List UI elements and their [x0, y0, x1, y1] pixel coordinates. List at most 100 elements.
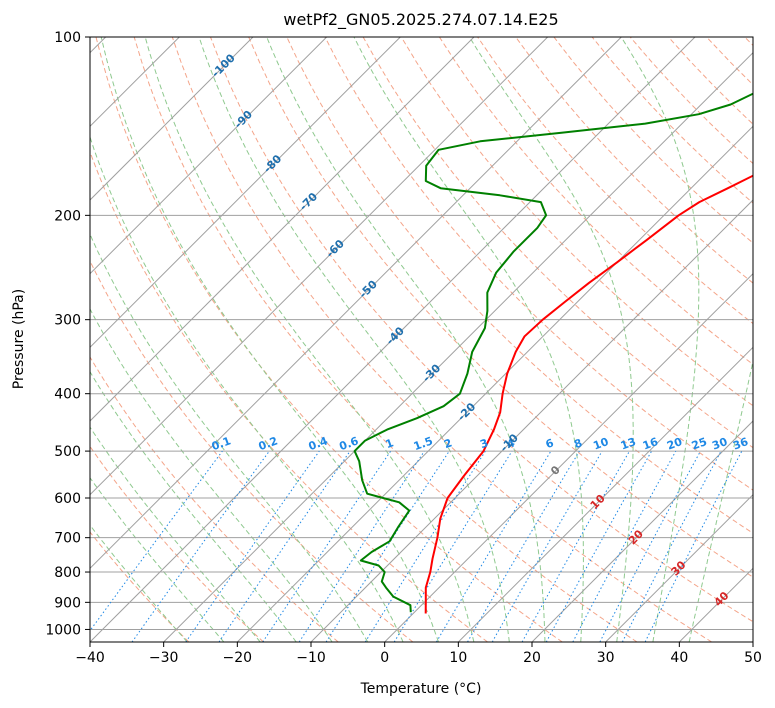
dry-adiabat-line: [515, 37, 753, 284]
isotherm-line: [752, 641, 753, 642]
mixing-ratio-label: 30: [710, 435, 729, 453]
moist-adiabat-line: [90, 524, 188, 642]
x-tick-label: 40: [670, 650, 688, 666]
isotherm-line: [90, 37, 549, 496]
y-tick-label: 300: [54, 313, 81, 329]
isotherm-label: -50: [357, 277, 380, 300]
mixing-ratio-label: 4: [505, 436, 517, 451]
temperature-line: [424, 174, 753, 614]
y-axis-label: Pressure (hPa): [11, 289, 27, 389]
mixing-ratio-line: [262, 450, 392, 642]
isotherm-label: -20: [455, 400, 478, 423]
dry-adiabat-line: [171, 37, 712, 642]
mixing-ratio-line: [644, 450, 743, 642]
isotherm-line: [90, 37, 254, 201]
dry-adiabat-line: [438, 37, 753, 366]
moist-adiabat-line: [688, 358, 753, 642]
x-tick-label: −20: [223, 650, 253, 666]
mixing-ratio-label: 0.6: [338, 434, 361, 453]
isoline-labels: 0.1 0.2 0.4 0.6 1 1.5 2 3 4 6 8 10 13 16 20 25 30 36-100-…: [209, 51, 750, 609]
y-tick-label: 1000: [45, 622, 81, 638]
isotherm-line: [90, 37, 401, 349]
mixing-ratio-line: [325, 450, 450, 642]
mixing-ratio-line: [185, 450, 320, 642]
moist-adiabat-line: [90, 426, 261, 642]
isotherm-line: [605, 493, 753, 642]
dry-adiabat-line: [95, 37, 563, 642]
mixing-ratio-label: 2: [442, 436, 454, 451]
y-tick-label: 700: [54, 531, 81, 547]
mixing-ratio-label: 1: [384, 436, 396, 451]
chart-title: wetPf2_GN05.2025.274.07.14.E25: [283, 10, 558, 30]
isotherm-line: [531, 420, 753, 642]
mixing-ratio-line: [90, 450, 223, 632]
mixing-ratio-line: [298, 450, 425, 642]
x-tick-label: −10: [296, 650, 326, 666]
dry-adiabat-line: [324, 37, 753, 491]
isotherm-line: [310, 199, 753, 642]
dry-adiabat-line: [668, 37, 753, 125]
mixing-ratio-line: [435, 450, 552, 642]
x-tick-label: 30: [597, 650, 615, 666]
profile-lines: [353, 92, 753, 614]
mixing-ratio-label: 10: [591, 435, 610, 453]
dry-adiabat-line: [90, 150, 488, 642]
mixing-ratio-label: 8: [572, 436, 584, 451]
dry-adiabat-line: [248, 37, 753, 578]
dry-adiabat-line: [90, 445, 264, 642]
isotherm-label: -80: [261, 152, 284, 175]
x-tick-label: 20: [523, 650, 541, 666]
plot-frame: [89, 36, 754, 643]
moist-adiabat-line: [90, 308, 333, 642]
y-tick-label: 500: [54, 444, 81, 460]
isotherm-line: [163, 51, 753, 642]
mixing-ratio-line: [599, 450, 701, 642]
x-tick-label: −30: [149, 650, 179, 666]
x-tick-label: 0: [380, 650, 389, 666]
mixing-ratio-label: 0.4: [307, 434, 330, 453]
x-tick-label: −40: [75, 650, 105, 666]
dry-adiabat-line: [90, 259, 414, 642]
isotherm-line: [90, 37, 475, 422]
mixing-ratio-line: [572, 450, 677, 642]
dry-adiabat-line: [400, 37, 753, 407]
axes: −40 −30 −20 −10 0 10 20 30 40 5010020030040050060…: [45, 30, 762, 666]
dry-adiabat-line: [210, 37, 753, 623]
dry-adiabat-line: [90, 531, 190, 642]
mixing-ratio-line: [393, 450, 513, 642]
isotherm-line: [90, 37, 696, 642]
mixing-ratio-line: [131, 450, 270, 642]
isotherm-line: [457, 346, 753, 642]
x-tick-label: 10: [449, 650, 467, 666]
mixing-ratio-label: 0.2: [257, 434, 280, 453]
dry-adiabat-line: [133, 37, 638, 642]
mixing-ratio-label: 25: [690, 435, 709, 452]
dry-adiabat-line: [706, 37, 753, 86]
dry-adiabat-line: [362, 37, 753, 449]
isotherm-line: [678, 567, 753, 642]
isotherm-line: [384, 272, 753, 642]
isotherm-line: [236, 125, 753, 642]
x-tick-label: 50: [744, 650, 762, 666]
moist-adiabat-line: [144, 37, 475, 642]
y-tick-label: 600: [54, 491, 81, 507]
moist-adiabat-line: [266, 37, 546, 642]
dry-adiabat-line: [90, 356, 339, 642]
mixing-ratio-label: 1.5: [412, 434, 435, 453]
mixing-ratio-line: [545, 450, 653, 642]
mixing-ratio-label: 3: [478, 436, 490, 451]
mixing-ratio-label: 20: [665, 435, 684, 453]
dry-adiabat-line: [553, 37, 753, 244]
mixing-ratio-label: 6: [544, 436, 556, 451]
mixing-ratio-line: [521, 450, 630, 642]
moist-adiabat-line: [90, 476, 225, 642]
moist-adiabat-line: [90, 232, 369, 642]
dewpoint-line: [353, 92, 753, 613]
y-tick-label: 800: [54, 565, 81, 581]
mixing-ratio-label: 13: [619, 435, 638, 452]
background-lines: [90, 37, 753, 642]
x-axis-label: Temperature (°C): [360, 681, 482, 697]
moist-adiabat-line: [198, 37, 510, 642]
y-tick-label: 900: [54, 595, 81, 611]
